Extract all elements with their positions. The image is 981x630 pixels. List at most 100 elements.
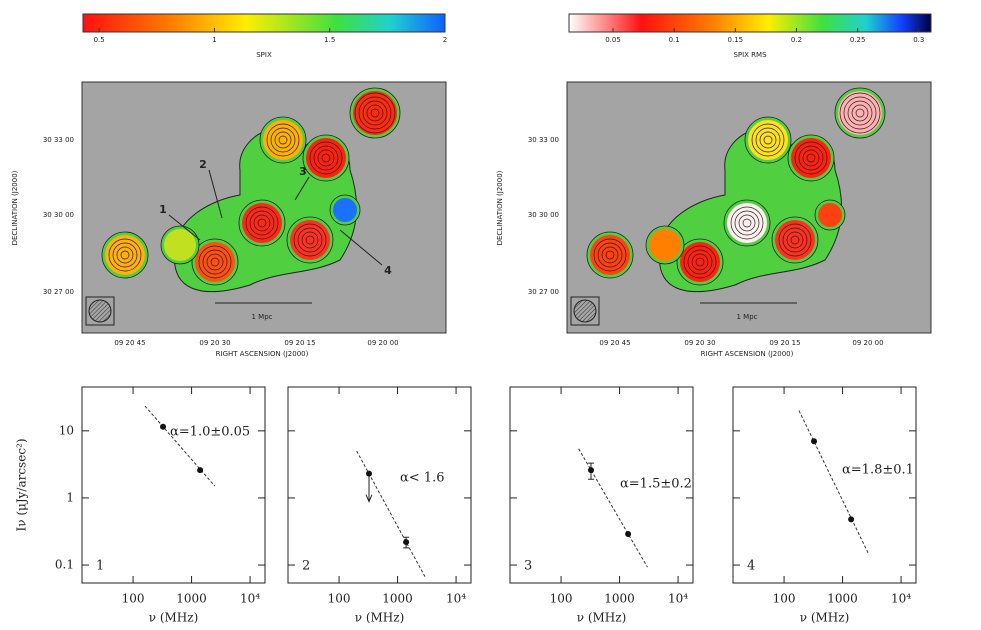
x-tick-label: 10⁴ (668, 592, 688, 606)
contour (321, 153, 331, 163)
plot-frame (287, 386, 472, 584)
panel-label: 1 (96, 559, 104, 574)
contour (755, 127, 781, 153)
panel-label: 4 (747, 559, 755, 574)
beam-box (570, 296, 600, 326)
scale-bar-label: 1 Mpc (736, 313, 757, 321)
x-tick-label: 100 (550, 592, 573, 606)
contour (593, 238, 627, 272)
contour (297, 227, 323, 253)
region-pointer (339, 229, 383, 266)
contour (210, 257, 220, 267)
contour (798, 145, 824, 171)
contour (782, 227, 808, 253)
contour (597, 242, 623, 268)
region-label: 2 (199, 158, 207, 171)
x-axis-label: ν (MHz) (800, 611, 850, 625)
source-core (242, 203, 282, 243)
source-core (105, 235, 145, 275)
contour (759, 131, 777, 149)
x-tick-label: 1000 (827, 592, 858, 606)
colorbar-label: SPIX RMS (733, 51, 767, 59)
panel-label: 3 (524, 559, 532, 574)
colorbar-tick-label: 0.15 (728, 36, 744, 44)
contour (370, 108, 380, 118)
x-tick-label: 09 20 45 (114, 339, 145, 347)
contour (738, 214, 756, 232)
data-point (625, 531, 632, 538)
contour (245, 206, 279, 240)
contour (851, 104, 869, 122)
map: 1 Mpc 0.05 0.1 0.15 0.2 0.25 0.3 SPIX RMS 30 33 … (496, 13, 932, 358)
contour (206, 253, 224, 271)
contour (778, 223, 812, 257)
contour (695, 257, 705, 267)
data-point (811, 438, 818, 445)
contour (274, 131, 292, 149)
data-point (848, 516, 855, 523)
fit-annotation: α=1.8±0.1 (842, 463, 914, 478)
colorbar-tick-label: 0.1 (669, 36, 680, 44)
contour (116, 246, 134, 264)
plot-frame (732, 386, 917, 584)
x-axis-label: ν (MHz) (577, 611, 627, 625)
fit-line (356, 450, 426, 578)
x-tick-label: 100 (328, 592, 351, 606)
scale-bar-label: 1 Mpc (251, 313, 272, 321)
source-core (727, 203, 767, 243)
contour (309, 141, 343, 175)
fit-line (798, 410, 870, 555)
contour (278, 135, 288, 145)
y-axis-label: Iν (μJy/arcsec²) (15, 438, 29, 531)
region-label: 3 (299, 165, 307, 178)
plot-frame (509, 386, 694, 584)
beam (88, 299, 112, 323)
contour (270, 127, 296, 153)
x-tick-label: 10⁴ (240, 592, 260, 606)
colorbar-tick-label: 0.2 (791, 36, 802, 44)
contour (293, 223, 327, 257)
x-axis-label: ν (MHz) (355, 611, 405, 625)
data-point (588, 467, 595, 474)
contour (313, 145, 339, 171)
contour (839, 92, 881, 134)
contour (847, 100, 873, 126)
colorbar-tick-label: 0.3 (913, 36, 924, 44)
source-core (818, 203, 842, 227)
contour (730, 206, 764, 240)
colorbar-tick-label: 0.05 (605, 36, 621, 44)
contour (802, 149, 820, 167)
contour (794, 141, 828, 175)
contour (843, 96, 877, 130)
y-axis-label: DECLINATION (J2000) (11, 170, 19, 245)
fit-line (144, 405, 216, 487)
contour (601, 246, 619, 264)
contour (806, 153, 816, 163)
region-pointer (294, 176, 310, 201)
contour (855, 108, 865, 118)
x-tick-label: 09 20 15 (284, 339, 315, 347)
x-tick-label: 10⁴ (891, 592, 911, 606)
contour (301, 231, 319, 249)
x-tick-label: 1000 (176, 592, 207, 606)
contour (112, 242, 138, 268)
region-label: 4 (384, 264, 392, 277)
y-tick-label: 30 30 00 (528, 211, 559, 219)
contour (605, 250, 615, 260)
x-tick-label: 100 (122, 592, 145, 606)
x-tick-label: 09 20 45 (599, 339, 630, 347)
map: 1 Mpc 0.5 1 1.5 2 SPIX 30 33 00 30 30 00 30 27 0… (11, 13, 447, 358)
y-tick-label: 10 (59, 423, 74, 437)
x-tick-label: 1000 (382, 592, 413, 606)
colorbar (568, 13, 932, 33)
contour (362, 100, 388, 126)
source-core (164, 229, 196, 261)
contour (751, 123, 785, 157)
source-core (195, 242, 235, 282)
contour (691, 253, 709, 271)
contour (366, 104, 384, 122)
contour (687, 249, 713, 275)
source-core (649, 229, 681, 261)
colorbar (82, 13, 446, 33)
